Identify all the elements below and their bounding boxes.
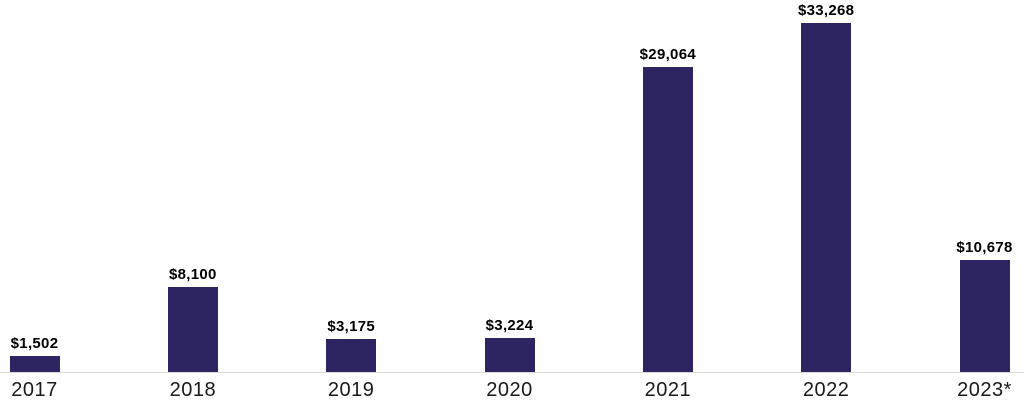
x-axis-tick-label: 2023* xyxy=(957,379,1012,401)
bar-value-label: $3,175 xyxy=(327,318,375,335)
bar xyxy=(167,287,218,372)
bar xyxy=(959,260,1010,372)
x-axis-tick-label: 2020 xyxy=(486,379,533,401)
x-axis-tick-label: 2018 xyxy=(169,379,217,401)
x-axis-tick-label: 2021 xyxy=(644,379,692,401)
bar-value-label: $29,064 xyxy=(639,46,696,63)
bar-value-label: $1,502 xyxy=(10,335,59,352)
bar-value-label: $33,268 xyxy=(797,2,855,19)
x-axis-line xyxy=(0,372,1024,373)
bar xyxy=(326,339,377,372)
bar xyxy=(801,23,852,372)
x-axis-tick-label: 2017 xyxy=(11,379,58,401)
bar xyxy=(484,338,535,372)
bar-value-label: $8,100 xyxy=(168,266,217,283)
x-axis-tick-label: 2019 xyxy=(327,379,375,401)
bar-value-label: $3,224 xyxy=(485,317,534,334)
x-axis-tick-label: 2022 xyxy=(802,379,850,401)
bar xyxy=(9,356,60,372)
bar-value-label: $10,678 xyxy=(956,239,1013,256)
bar xyxy=(642,67,693,372)
